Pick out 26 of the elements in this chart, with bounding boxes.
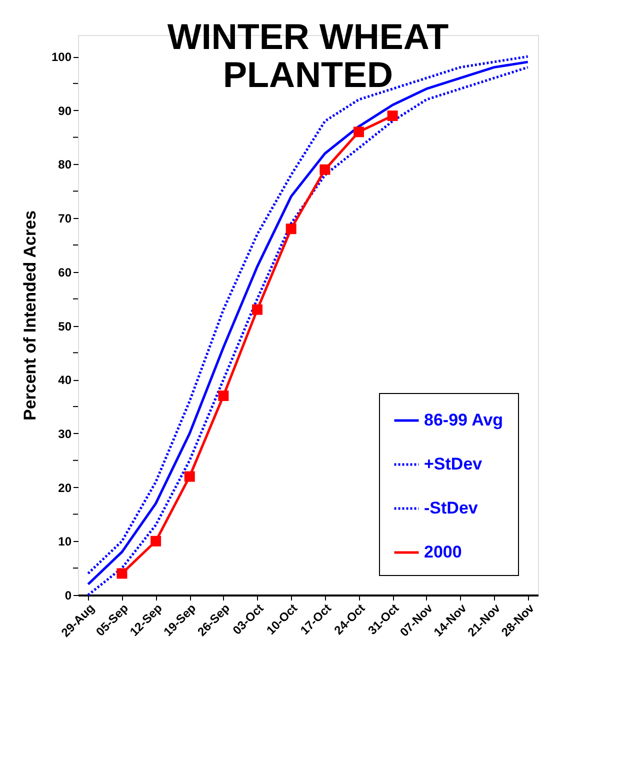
point [116, 568, 128, 579]
y-tick-label: 0 [64, 588, 72, 602]
point [184, 471, 195, 482]
y-tick-label: 30 [58, 426, 72, 441]
y-tick-label: 50 [58, 319, 72, 334]
y-tick-label: 70 [58, 212, 72, 226]
y-tick-label: 10 [58, 534, 72, 549]
y-tick-label: 20 [58, 480, 72, 495]
legend-label: 2000 [424, 542, 462, 562]
legend-label: -StDev [424, 498, 478, 518]
point [218, 390, 229, 402]
y-tick-label: 60 [58, 265, 72, 280]
legend-label: 86-99 Avg [424, 410, 504, 430]
point [387, 110, 398, 122]
y-axis-title: Percent of Intended Acres [20, 210, 40, 421]
point [286, 224, 296, 234]
chart-title: WINTER WHEAT PLANTED [167, 16, 449, 95]
y-tick-label: 100 [51, 50, 72, 64]
point [150, 536, 162, 546]
point [353, 126, 364, 138]
y-tick-label: 40 [58, 373, 72, 388]
legend-label: +StDev [424, 454, 483, 474]
y-tick-label: 80 [58, 158, 72, 172]
point [320, 164, 330, 175]
y-tick-label: 90 [58, 104, 72, 118]
point [252, 304, 263, 315]
